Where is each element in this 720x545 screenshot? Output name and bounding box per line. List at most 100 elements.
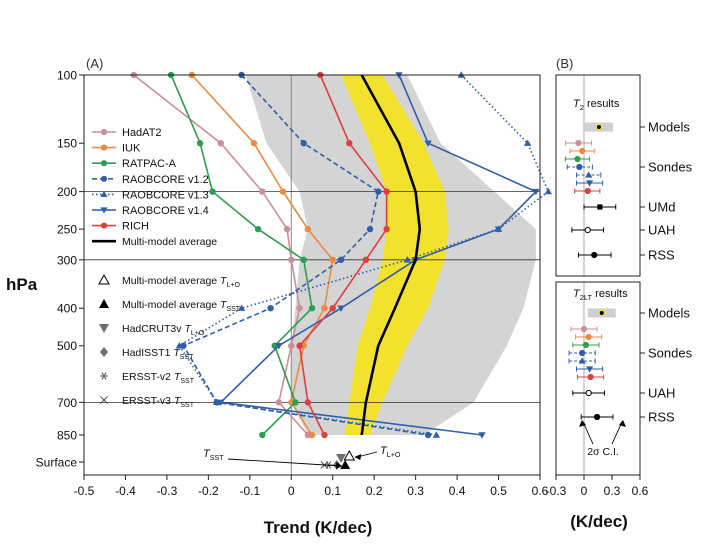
y-tick-label-500: 500 xyxy=(57,339,77,353)
y-tick-label-200: 200 xyxy=(57,185,77,199)
y-tick-label-250: 250 xyxy=(57,223,77,237)
b-x-tick-label-3: 0.6 xyxy=(632,484,649,498)
arrowhead-t-sst xyxy=(336,462,343,469)
estimate-point-raobcore-v1-3-1 xyxy=(578,357,586,364)
x-tick-label-8: 0.3 xyxy=(407,484,424,498)
estimate-point-rss-1 xyxy=(593,413,601,421)
point-iuk-400 xyxy=(321,305,328,312)
legend-entry-raobcore-v1-3: RAOBCORE v1.3 xyxy=(92,189,209,201)
point-raobcore-v1-3-850 xyxy=(432,431,441,438)
legend-label-raobcore-v1-2: RAOBCORE v1.2 xyxy=(122,174,209,186)
legend-entry-iuk: IUK xyxy=(92,143,141,155)
point-iuk-250 xyxy=(304,225,312,233)
point-raobcore-v1-4-150 xyxy=(424,140,432,147)
legend-symbol-1: Multi-model average TSST xyxy=(99,299,241,313)
point-raobcore-v1-2-300 xyxy=(337,256,345,264)
surface-point-hadcrut3v-t-l-o xyxy=(336,454,347,463)
surface-point-multi-model-average-t-l-o xyxy=(343,449,356,461)
point-ratpac-a-850 xyxy=(259,431,266,439)
subpanel-t2lt: T2LT results Models Sondes UAH RSS 2σ C.I. xyxy=(555,281,693,476)
legend-label-raobcore-v1-3: RAOBCORE v1.3 xyxy=(122,189,209,201)
group-label-uah: UAH xyxy=(648,223,675,238)
legend-symbol-2: HadCRUT3v TL+O xyxy=(99,323,205,337)
x-tick-label-6: 0.1 xyxy=(324,484,341,498)
ci-annotation: 2σ C.I. xyxy=(587,446,619,458)
y-tick-label-400: 400 xyxy=(57,302,77,316)
point-hadat2-400 xyxy=(296,305,303,312)
legend-marker-raobcore-v1-2 xyxy=(100,175,108,182)
x-tick-label-7: 0.2 xyxy=(366,484,383,498)
b-x-tick-label-2: 0.3 xyxy=(604,484,621,498)
point-rich-150 xyxy=(346,140,353,147)
axes: -0.5 -0.4 -0.3 -0.2 -0.1 0 0.1 0.2 0.3 0.4 0.5 0.6 1… xyxy=(36,69,549,499)
estimate-point-ratpac-a-1 xyxy=(582,341,589,349)
series-hadat2 xyxy=(130,71,312,439)
group-label-sondes: Sondes xyxy=(648,160,693,175)
point-raobcore-v1-3-700 xyxy=(212,398,221,406)
arrowhead-t-lo xyxy=(354,454,362,460)
point-raobcore-v1-2-400 xyxy=(267,305,274,312)
y-tick-label-300: 300 xyxy=(57,253,77,267)
group-label-rss: RSS xyxy=(648,248,675,263)
subpanel-frame xyxy=(555,74,641,277)
surface-point-multi-model-average-t-sst xyxy=(340,460,351,469)
x-tick-label-2: -0.3 xyxy=(157,484,178,498)
point-rich-250 xyxy=(383,225,390,233)
estimate-point-hadat2-0 xyxy=(575,139,582,147)
uncertainty-bands xyxy=(245,75,536,435)
legend-entry-hadat2: HadAT2 xyxy=(92,127,162,139)
estimate-point-ratpac-a-0 xyxy=(574,155,581,163)
estimate-point-raobcore-v1-4-0 xyxy=(586,180,594,187)
legend-symbol-marker-ersst-v2-t-sst xyxy=(100,372,108,380)
subpanel-t2: T2 results Models Sondes UMd UAH RSS xyxy=(555,74,693,277)
point-ratpac-a-300 xyxy=(300,256,307,264)
point-raobcore-v1-3-500 xyxy=(175,342,184,349)
x-tick-label-1: -0.4 xyxy=(115,484,136,498)
estimate-point-rss-0 xyxy=(591,251,598,259)
legend-label-iuk: IUK xyxy=(122,143,141,155)
y-tick-label-850: 850 xyxy=(57,429,77,443)
y-tick-label-150: 150 xyxy=(57,137,77,151)
x-tick-label-4: -0.1 xyxy=(239,484,260,498)
panel-a: TSST TL+O HadAT2 IUK RATPAC-A RAOBCORE v1.2 R… xyxy=(36,69,552,499)
legend-entry-raobcore-v1-2: RAOBCORE v1.2 xyxy=(92,174,209,186)
group-label-umd: UMd xyxy=(648,200,675,215)
point-raobcore-v1-2-850 xyxy=(424,431,432,439)
point-hadat2-300 xyxy=(288,256,295,264)
estimate-point-raobcore-v1-3-0 xyxy=(585,171,593,178)
legend-marker-iuk xyxy=(100,144,108,151)
x-tick-label-10: 0.5 xyxy=(490,484,507,498)
ci-arrowhead-left xyxy=(579,420,586,427)
point-hadat2-700 xyxy=(275,399,283,406)
point-raobcore-v1-4-700 xyxy=(217,399,225,407)
panel-a-frame xyxy=(83,74,541,476)
series-line-multi-model-average xyxy=(360,74,422,436)
point-ratpac-a-200 xyxy=(209,188,216,195)
point-raobcore-v1-3-200 xyxy=(544,187,552,195)
y-tick-label-surface: Surface xyxy=(36,456,78,470)
series-raobcore-v1-3 xyxy=(175,71,552,438)
yellow-model-spread-band xyxy=(341,75,449,435)
point-rich-700 xyxy=(304,399,312,406)
point-raobcore-v1-4-850 xyxy=(478,432,486,439)
point-rich-850 xyxy=(321,431,328,439)
estimate-point-rich-1 xyxy=(587,373,594,381)
estimate-point-raobcore-v1-2-0 xyxy=(576,163,583,171)
point-raobcore-v1-3-300 xyxy=(403,256,412,263)
point-rich-300 xyxy=(362,256,370,264)
legend-symbol-label-0: Multi-model average TL+O xyxy=(122,275,240,289)
arrow-t-sst xyxy=(227,458,342,467)
point-ratpac-a-400 xyxy=(308,305,316,312)
annotation-t-sst: TSST xyxy=(203,448,224,462)
legend-symbol-marker-ersst-v2-t-sst-stroke xyxy=(101,372,107,380)
x-tick-label-9: 0.4 xyxy=(449,484,466,498)
legend-marker-raobcore-v1-3 xyxy=(100,190,108,197)
legend-symbol-5: ERSST-v3 TSST xyxy=(100,395,195,409)
estimate-point-rich-0 xyxy=(584,187,591,195)
panel-a-label: (A) xyxy=(86,56,103,71)
x-tick-label-3: -0.2 xyxy=(198,484,219,498)
panel-b-x-axis-label: (K/dec) xyxy=(570,512,628,531)
b-x-tick-label-1: 0 xyxy=(581,484,588,498)
